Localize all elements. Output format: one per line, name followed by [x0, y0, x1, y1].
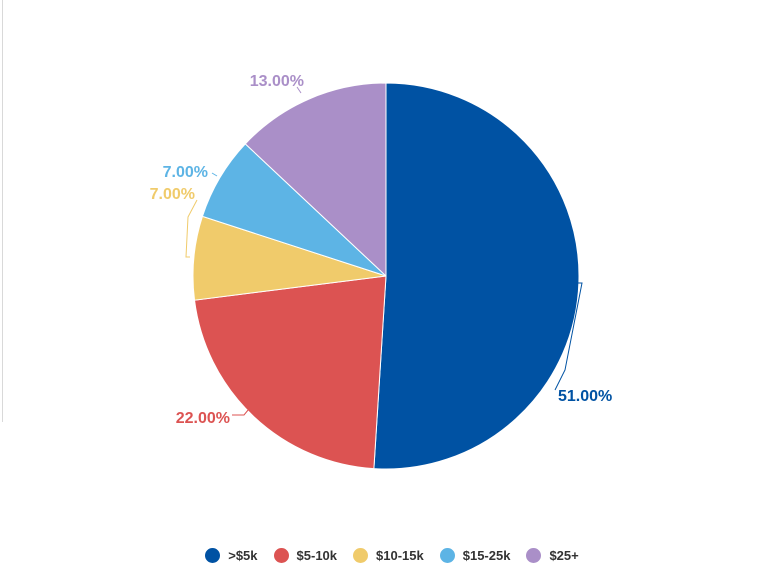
- connector-5k: [554, 282, 583, 391]
- legend-item-15-25k[interactable]: $15-25k: [439, 547, 511, 563]
- data-label-10-15k: 7.00%: [150, 186, 195, 203]
- legend-label: $15-25k: [462, 547, 511, 563]
- legend-label: $5-10k: [296, 547, 338, 563]
- legend-swatch: [439, 547, 455, 563]
- left-border: [2, 0, 3, 422]
- legend-swatch: [273, 547, 289, 563]
- pie-slice-5-10k[interactable]: [193, 275, 387, 470]
- connector-15-25k: [211, 172, 218, 177]
- connector-10-15k: [185, 199, 198, 258]
- pie-svg: 51.00% 22.00% 7.00% 7.00% 13.00%: [150, 73, 612, 470]
- connector-25: [296, 86, 302, 94]
- pie-slice-5k[interactable]: [373, 82, 580, 470]
- data-label-25: 13.00%: [250, 73, 304, 90]
- legend-item-25[interactable]: $25+: [526, 547, 579, 563]
- legend-item-5k[interactable]: >$5k: [205, 547, 258, 563]
- legend-label: $25+: [549, 547, 579, 563]
- connector-5-10k: [232, 403, 254, 416]
- legend-label: $10-15k: [376, 547, 424, 563]
- pie-slice-25[interactable]: [244, 82, 387, 278]
- data-label-5k: 51.00%: [558, 388, 612, 405]
- legend-item-10-15k[interactable]: $10-15k: [353, 547, 424, 563]
- legend-item-5-10k[interactable]: $5-10k: [273, 547, 338, 563]
- data-label-15-25k: 7.00%: [163, 164, 208, 181]
- legend-label: >$5k: [228, 547, 258, 563]
- legend: >$5k $5-10k $10-15k $15-25k $25+: [0, 543, 784, 567]
- data-label-5-10k: 22.00%: [176, 410, 230, 427]
- legend-swatch: [353, 547, 369, 563]
- legend-swatch: [526, 547, 542, 563]
- legend-swatch: [205, 547, 221, 563]
